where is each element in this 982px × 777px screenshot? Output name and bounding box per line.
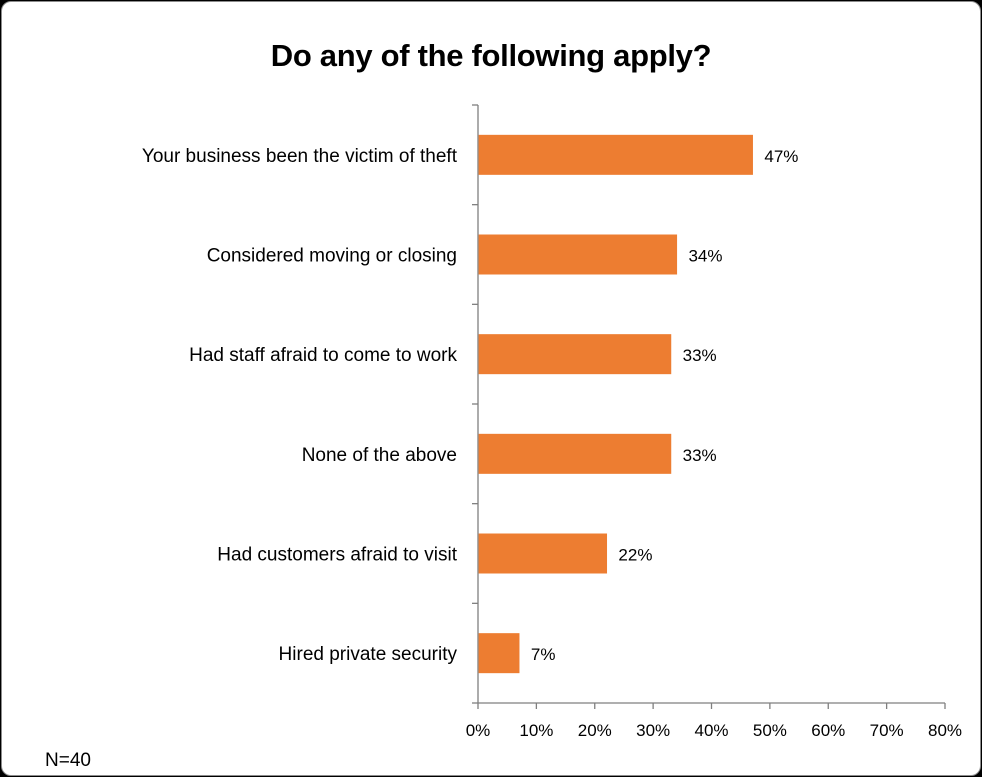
- x-tick-label: 50%: [753, 721, 787, 740]
- x-tick-label: 20%: [578, 721, 612, 740]
- bar: [478, 234, 678, 275]
- x-tick-label: 80%: [928, 721, 962, 740]
- category-label: Hired private security: [279, 644, 458, 665]
- category-label: Had customers afraid to visit: [217, 545, 457, 566]
- category-label: Your business been the victim of theft: [142, 146, 458, 167]
- category-label: Considered moving or closing: [207, 246, 457, 267]
- data-label: 22%: [618, 546, 652, 565]
- x-tick-label: 70%: [870, 721, 904, 740]
- bar: [478, 134, 753, 175]
- category-label: Had staff afraid to come to work: [189, 345, 457, 366]
- data-label: 7%: [531, 645, 556, 664]
- x-tick-label: 60%: [811, 721, 845, 740]
- data-label: 34%: [688, 247, 722, 266]
- bar: [478, 533, 608, 574]
- bar: [478, 334, 672, 375]
- bar: [478, 633, 520, 674]
- chart-title: Do any of the following apply?: [270, 38, 712, 73]
- bar: [478, 433, 672, 474]
- data-label: 47%: [764, 147, 798, 166]
- x-tick-label: 0%: [466, 721, 491, 740]
- category-label: None of the above: [302, 445, 457, 466]
- data-label: 33%: [683, 346, 717, 365]
- sample-size-note: N=40: [45, 750, 91, 771]
- x-tick-label: 40%: [694, 721, 728, 740]
- x-tick-label: 10%: [519, 721, 553, 740]
- data-label: 33%: [683, 446, 717, 465]
- x-tick-label: 30%: [636, 721, 670, 740]
